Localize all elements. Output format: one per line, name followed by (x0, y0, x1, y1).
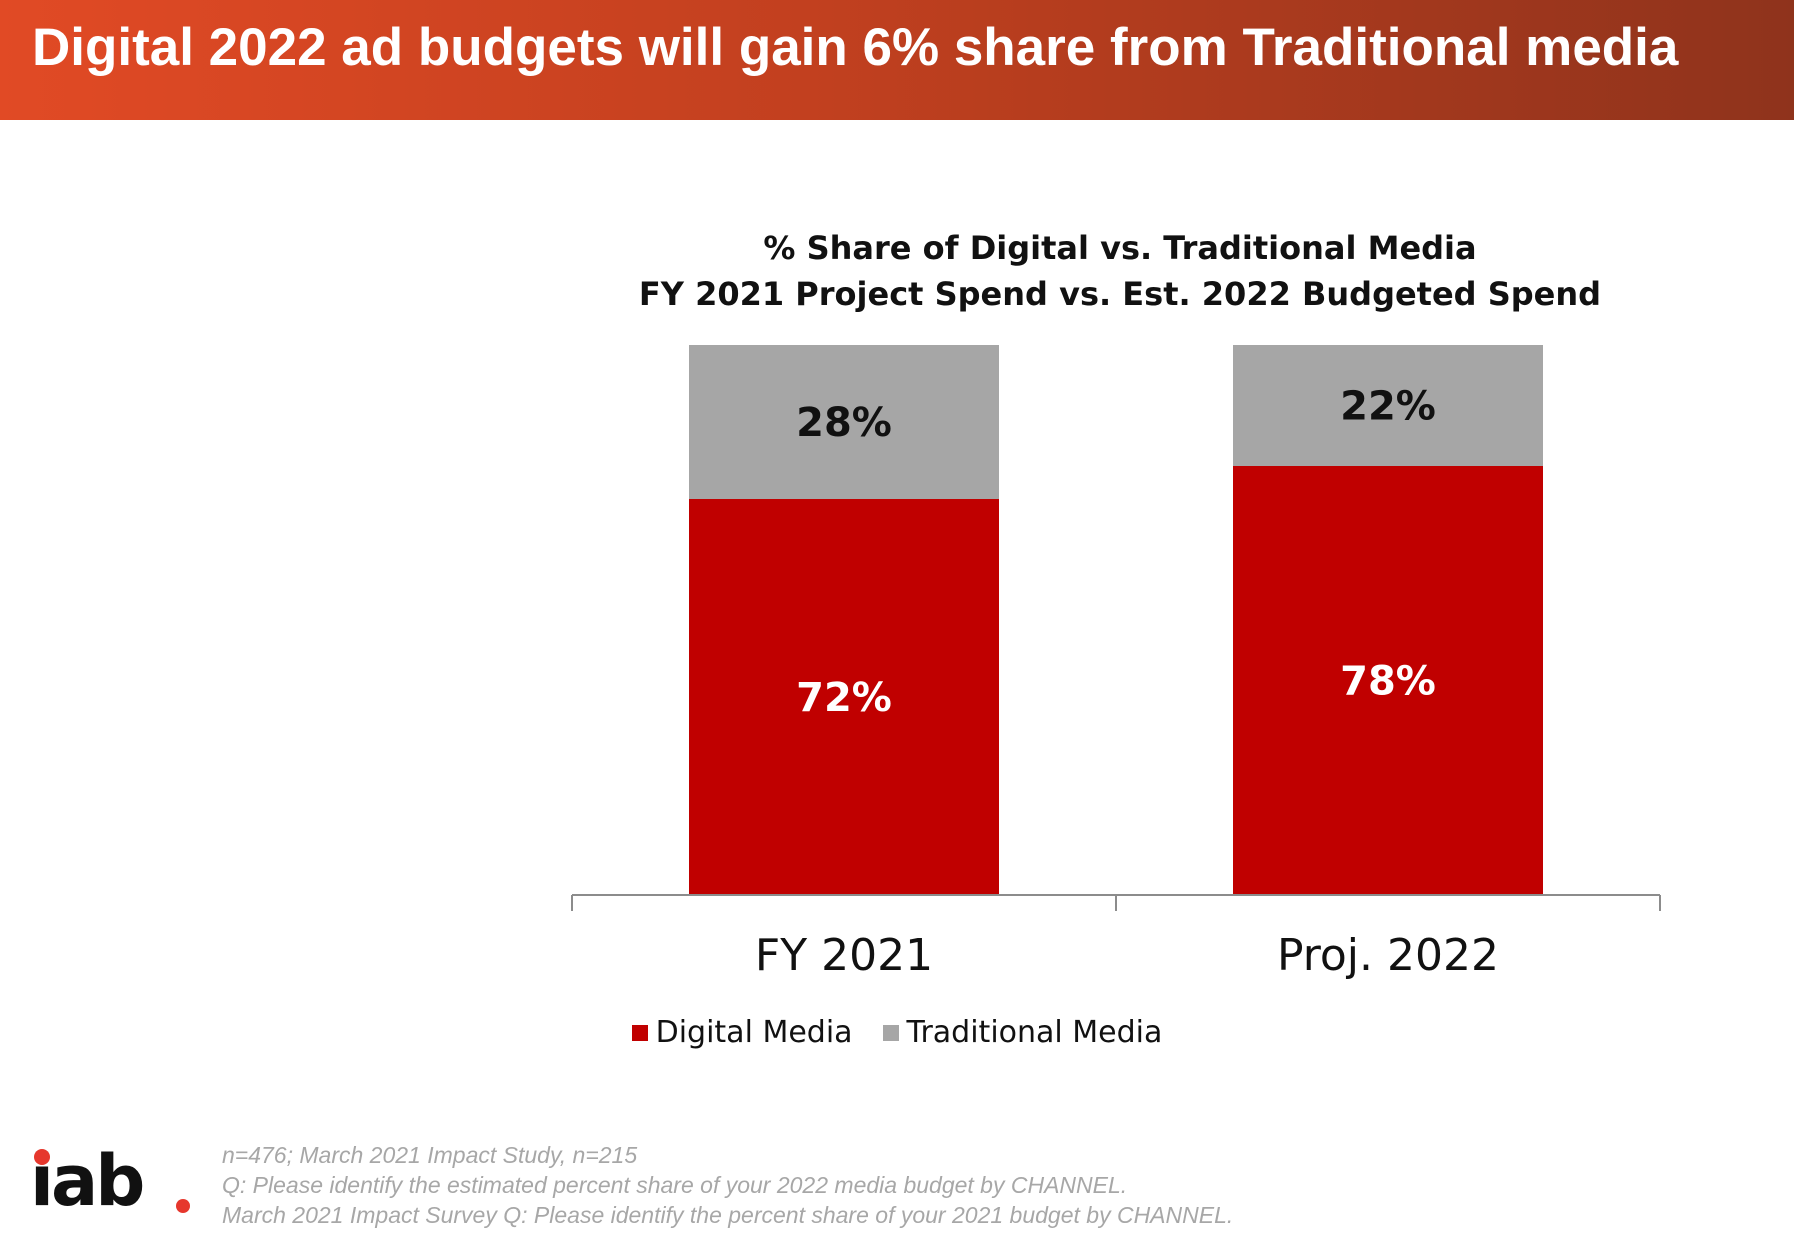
legend-item-digital: Digital Media (631, 1015, 853, 1050)
bar-traditional-2 (1233, 345, 1543, 466)
footnote-question-2022: Q: Please identify the estimated percent… (222, 1172, 1128, 1198)
legend-label-digital: Digital Media (655, 1015, 853, 1050)
bar-digital-2 (1233, 466, 1543, 895)
footnote-question-2021: March 2021 Impact Survey Q: Please ident… (222, 1202, 1234, 1228)
stacked-bar-chart: 72% 28% FY 2021 78% 22% Proj. 2022 (571, 345, 1661, 981)
iab-logo: iab (30, 1135, 190, 1225)
header-banner: Digital 2022 ad budgets will gain 6% sha… (0, 0, 1794, 120)
data-label-traditional-2: 22% (1340, 384, 1436, 430)
chart-title: % Share of Digital vs. Traditional Media (763, 229, 1477, 267)
legend-item-traditional: Traditional Media (882, 1015, 1163, 1050)
legend-swatch-traditional (882, 1024, 899, 1041)
bar-traditional-1 (689, 345, 999, 499)
logo-dot-period (176, 1199, 190, 1213)
legend-swatch-digital (631, 1024, 648, 1041)
x-tick-label-1: FY 2021 (755, 930, 933, 981)
data-label-digital-1: 72% (796, 675, 892, 721)
footnote-sample: n=476; March 2021 Impact Study, n=215 (222, 1142, 638, 1168)
data-label-traditional-1: 28% (796, 400, 892, 446)
data-label-digital-2: 78% (1340, 659, 1436, 705)
legend-label-traditional: Traditional Media (906, 1015, 1163, 1050)
page-title: Digital 2022 ad budgets will gain 6% sha… (32, 18, 1679, 77)
footnotes: n=476; March 2021 Impact Study, n=215 Q:… (222, 1140, 1722, 1230)
bar-digital-1 (689, 499, 999, 895)
logo-dot-i (34, 1149, 50, 1165)
chart-subtitle: FY 2021 Project Spend vs. Est. 2022 Budg… (638, 275, 1602, 313)
chart-legend: Digital Media Traditional Media (0, 1015, 1794, 1050)
x-tick-label-2: Proj. 2022 (1277, 930, 1499, 981)
